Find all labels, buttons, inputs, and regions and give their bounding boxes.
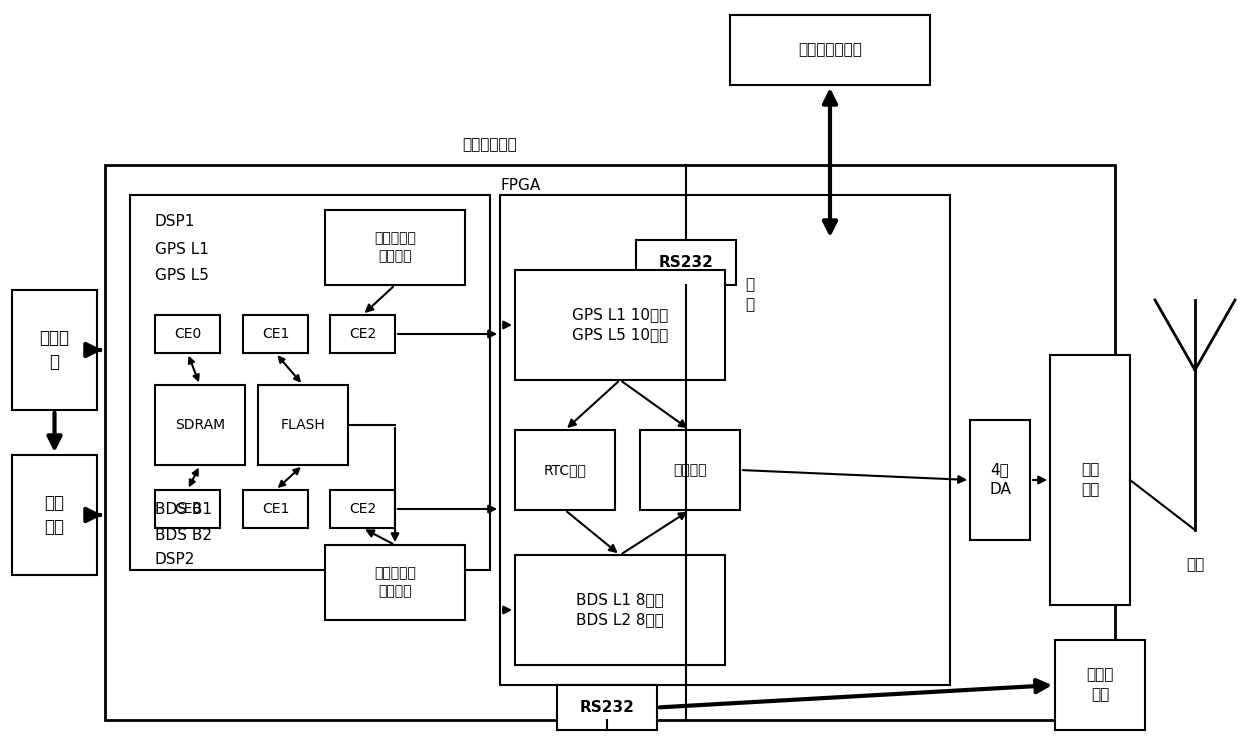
Bar: [515, 555, 725, 665]
Text: 电离层闪烁
模型计算: 电离层闪烁 模型计算: [374, 566, 415, 599]
Text: GPS L1 10通道
GPS L5 10通道: GPS L1 10通道 GPS L5 10通道: [572, 308, 668, 342]
Bar: [155, 490, 219, 528]
Text: 主控上位机软件: 主控上位机软件: [799, 43, 862, 58]
Text: 4路
DA: 4路 DA: [990, 463, 1011, 497]
Bar: [105, 165, 1115, 720]
Bar: [330, 315, 396, 353]
Bar: [325, 545, 465, 620]
Text: CE0: CE0: [174, 327, 201, 341]
Text: FLASH: FLASH: [280, 418, 325, 432]
Bar: [970, 420, 1030, 540]
Text: CE1: CE1: [262, 327, 289, 341]
Text: 射频
模块: 射频 模块: [1081, 463, 1099, 497]
Text: 电离层闪烁
模型计算: 电离层闪烁 模型计算: [374, 231, 415, 264]
Text: CE2: CE2: [348, 327, 376, 341]
Bar: [515, 430, 615, 510]
Bar: [243, 315, 308, 353]
Bar: [258, 385, 348, 465]
Text: 信号调制: 信号调制: [673, 463, 707, 477]
Text: BDS B1: BDS B1: [155, 502, 212, 517]
Bar: [640, 430, 740, 510]
Text: CE1: CE1: [262, 502, 289, 516]
Text: DSP1: DSP1: [155, 215, 196, 230]
Text: FPGA: FPGA: [500, 177, 541, 192]
Bar: [557, 685, 657, 730]
Text: 高稳
晶振: 高稳 晶振: [45, 494, 64, 535]
Text: SDRAM: SDRAM: [175, 418, 226, 432]
Text: BDS B2: BDS B2: [155, 527, 212, 542]
Bar: [636, 240, 737, 285]
Bar: [155, 385, 246, 465]
Bar: [330, 490, 396, 528]
Text: 天线: 天线: [1185, 557, 1204, 572]
Text: 电源模
块: 电源模 块: [40, 329, 69, 371]
Bar: [1050, 355, 1130, 605]
Text: 串
口: 串 口: [745, 278, 755, 312]
Bar: [155, 315, 219, 353]
Text: GPS L1: GPS L1: [155, 243, 208, 258]
Bar: [12, 455, 97, 575]
Text: GPS L5: GPS L5: [155, 267, 208, 282]
Bar: [500, 195, 950, 685]
Bar: [243, 490, 308, 528]
Text: CE2: CE2: [348, 502, 376, 516]
Text: RTC模块: RTC模块: [543, 463, 587, 477]
Bar: [515, 270, 725, 380]
Bar: [730, 15, 930, 85]
Text: 基带信号模块: 基带信号模块: [463, 137, 517, 152]
Text: RS232: RS232: [579, 700, 635, 715]
Text: BDS L1 8通道
BDS L2 8通道: BDS L1 8通道 BDS L2 8通道: [577, 593, 663, 627]
Bar: [130, 195, 490, 570]
Text: CE0: CE0: [174, 502, 201, 516]
Text: RS232: RS232: [658, 255, 713, 270]
Text: DSP2: DSP2: [155, 553, 196, 568]
Bar: [325, 210, 465, 285]
Bar: [12, 290, 97, 410]
Text: 单片机
模块: 单片机 模块: [1086, 668, 1114, 702]
Bar: [1055, 640, 1145, 730]
